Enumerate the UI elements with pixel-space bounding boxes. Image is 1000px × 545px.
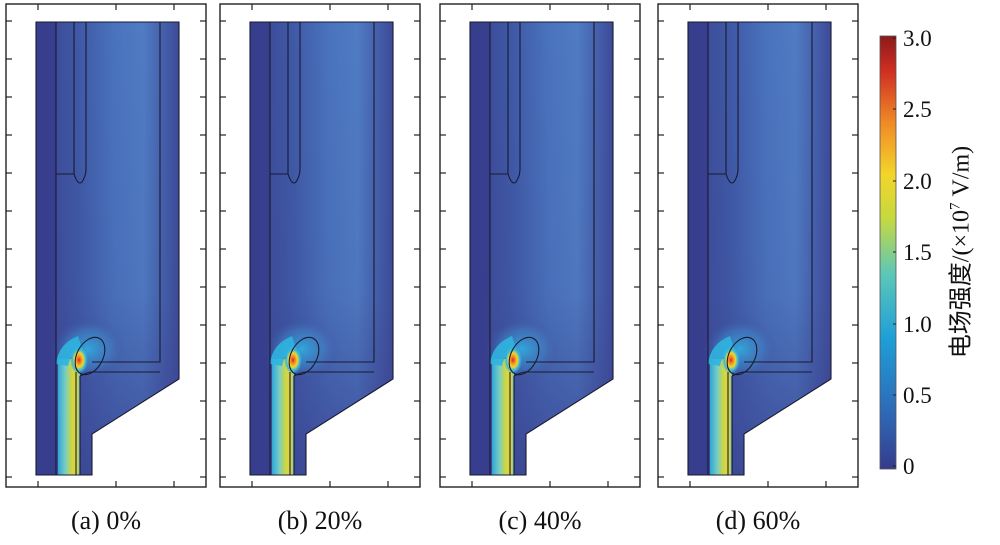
colorbar-tick-label: 2.5 xyxy=(903,97,932,122)
colorbar-title: 电场强度/(×107 V/m) xyxy=(941,146,976,358)
colorbar-title-prefix: 电场强度/(×10 xyxy=(948,209,975,359)
caption-panel-b: (b) 20% xyxy=(277,506,363,535)
colorbar-title-exponent: 7 xyxy=(947,202,964,210)
panel-c xyxy=(439,3,641,488)
colorbar-tick-label: 1.0 xyxy=(903,312,932,337)
panel-d xyxy=(657,3,859,488)
colorbar-tick-label: 0 xyxy=(903,454,915,479)
caption-panel-c: (c) 40% xyxy=(498,506,582,535)
colorbar-tick-label: 1.5 xyxy=(903,240,932,265)
colorbar-title-suffix: V/m) xyxy=(948,145,975,203)
caption-panel-d: (d) 60% xyxy=(715,506,801,535)
colorbar-tick-label: 0.5 xyxy=(903,383,932,408)
caption-panel-a: (a) 0% xyxy=(70,506,141,535)
colorbar-ticks xyxy=(893,37,896,467)
panel-b xyxy=(219,3,421,488)
colorbar-tick-label: 3.0 xyxy=(903,26,932,51)
panel-a xyxy=(5,3,207,488)
colorbar-tick-label: 2.0 xyxy=(903,169,932,194)
colorbar xyxy=(879,35,897,470)
